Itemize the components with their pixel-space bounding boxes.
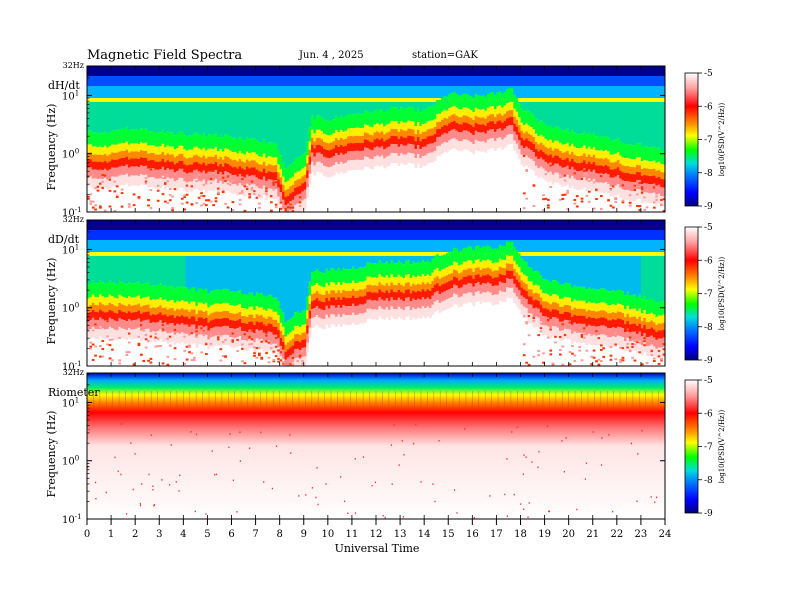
colorbar-tick-label: -8	[704, 169, 713, 179]
y-tick-exp: -1	[75, 513, 82, 521]
y-tick-label: 10-1	[62, 206, 82, 219]
x-tick-label: 9	[301, 529, 307, 540]
y-tick-base: 10	[62, 245, 75, 256]
y-tick-base: 10	[62, 362, 75, 373]
y-tick-exp: 1	[75, 89, 79, 97]
y-tick-base: 10	[62, 91, 75, 102]
x-tick-label: 13	[394, 529, 407, 540]
y-tick-exp: 1	[75, 396, 79, 404]
x-tick-label: 3	[156, 529, 162, 540]
y-axis-label: Frequency (Hz)	[45, 258, 58, 345]
panel-label: Riometer	[48, 386, 100, 399]
y-top-label: 32Hz	[63, 61, 84, 70]
spectrogram-image	[87, 66, 666, 212]
x-tick-label: 20	[562, 529, 575, 540]
x-tick-label: 21	[586, 529, 599, 540]
x-tick-label: 23	[635, 529, 648, 540]
x-tick-label: 14	[418, 529, 431, 540]
x-tick-label: 22	[610, 529, 623, 540]
y-tick-base: 10	[62, 208, 75, 219]
colorbar-tick-label: -8	[704, 476, 713, 486]
colorbar-tick-label: -9	[704, 202, 713, 212]
colorbar-tick-label: -7	[704, 136, 713, 146]
colorbar-gradient	[684, 379, 699, 514]
colorbar-tick-label: -7	[704, 290, 713, 300]
y-tick-label: 101	[62, 89, 79, 102]
colorbar-gradient	[684, 226, 699, 361]
y-tick-exp: 1	[75, 243, 79, 251]
y-tick-exp: 0	[75, 455, 79, 463]
colorbar-tick-label: -5	[704, 376, 713, 386]
panel-label: dH/dt	[48, 79, 80, 92]
colorbar-tick-label: -6	[704, 409, 713, 419]
y-tick-exp: 0	[75, 148, 79, 156]
colorbar-tick-label: -8	[704, 323, 713, 333]
colorbar-gradient	[684, 72, 699, 207]
spectrogram-image	[86, 373, 665, 519]
y-tick-label: 101	[62, 396, 79, 409]
x-tick-label: 2	[132, 529, 138, 540]
station-label: station=GAK	[412, 50, 478, 61]
x-tick-label: 12	[370, 529, 383, 540]
figure-title: Magnetic Field Spectra	[87, 48, 242, 63]
y-tick-base: 10	[62, 304, 75, 315]
y-tick-exp: -1	[75, 360, 82, 368]
y-tick-label: 100	[62, 148, 79, 161]
x-tick-label: 6	[228, 529, 234, 540]
colorbar-label: log10(PSD(V^2/Hz))	[718, 103, 726, 177]
x-tick-label: 7	[252, 529, 258, 540]
date-label: Jun. 4 , 2025	[298, 50, 364, 61]
x-tick-label: 11	[346, 529, 359, 540]
colorbar-tick-label: -6	[704, 256, 713, 266]
colorbar-tick-label: -7	[704, 443, 713, 453]
x-tick-label: 16	[466, 529, 479, 540]
x-tick-label: 5	[204, 529, 210, 540]
y-tick-base: 10	[62, 457, 75, 468]
colorbar-tick-label: -6	[704, 102, 713, 112]
y-tick-label: 101	[62, 243, 79, 256]
colorbar-label: log10(PSD(V^2/Hz))	[718, 257, 726, 331]
x-tick-label: 24	[659, 529, 672, 540]
x-axis-label: Universal Time	[335, 542, 420, 555]
x-tick-label: 19	[538, 529, 551, 540]
y-tick-label: 100	[62, 455, 79, 468]
y-tick-label: 10-1	[62, 513, 82, 526]
y-tick-base: 10	[62, 515, 75, 526]
x-tick-label: 4	[180, 529, 186, 540]
spectrogram-image	[87, 220, 666, 366]
colorbar-tick-label: -5	[704, 69, 713, 79]
y-tick-base: 10	[62, 398, 75, 409]
colorbar-tick-label: -5	[704, 223, 713, 233]
time-axis: 0 1 2 3 4 5 6 7 8 9 10 11 12 13 14 15 16 17 18 19 20 21 22 23 24	[84, 519, 672, 540]
x-tick-label: 0	[84, 529, 90, 540]
y-tick-exp: -1	[75, 206, 82, 214]
x-tick-label: 15	[442, 529, 455, 540]
colorbar: -5 -6 -7 -8 -9 log10(PSD(V^2/Hz))	[684, 69, 726, 212]
x-tick-label: 8	[276, 529, 282, 540]
colorbar: -5 -6 -7 -8 -9 log10(PSD(V^2/Hz))	[684, 223, 726, 366]
y-tick-exp: 0	[75, 302, 79, 310]
x-tick-label: 10	[321, 529, 334, 540]
y-tick-label: 10-1	[62, 360, 82, 373]
y-top-label: 32Hz	[63, 215, 84, 224]
y-axis-label: Frequency (Hz)	[45, 411, 58, 498]
colorbar-tick-label: -9	[704, 509, 713, 519]
colorbar: -5 -6 -7 -8 -9 log10(PSD(V^2/Hz))	[684, 376, 726, 519]
x-tick-label: 17	[490, 529, 503, 540]
panel-label: dD/dt	[48, 233, 80, 246]
y-tick-base: 10	[62, 150, 75, 161]
x-tick-label: 1	[108, 529, 114, 540]
colorbar-label: log10(PSD(V^2/Hz))	[718, 410, 726, 484]
x-tick-label: 18	[514, 529, 527, 540]
y-top-label: 32Hz	[63, 368, 84, 377]
y-tick-label: 100	[62, 302, 79, 315]
colorbar-tick-label: -9	[704, 356, 713, 366]
y-axis-label: Frequency (Hz)	[45, 104, 58, 191]
